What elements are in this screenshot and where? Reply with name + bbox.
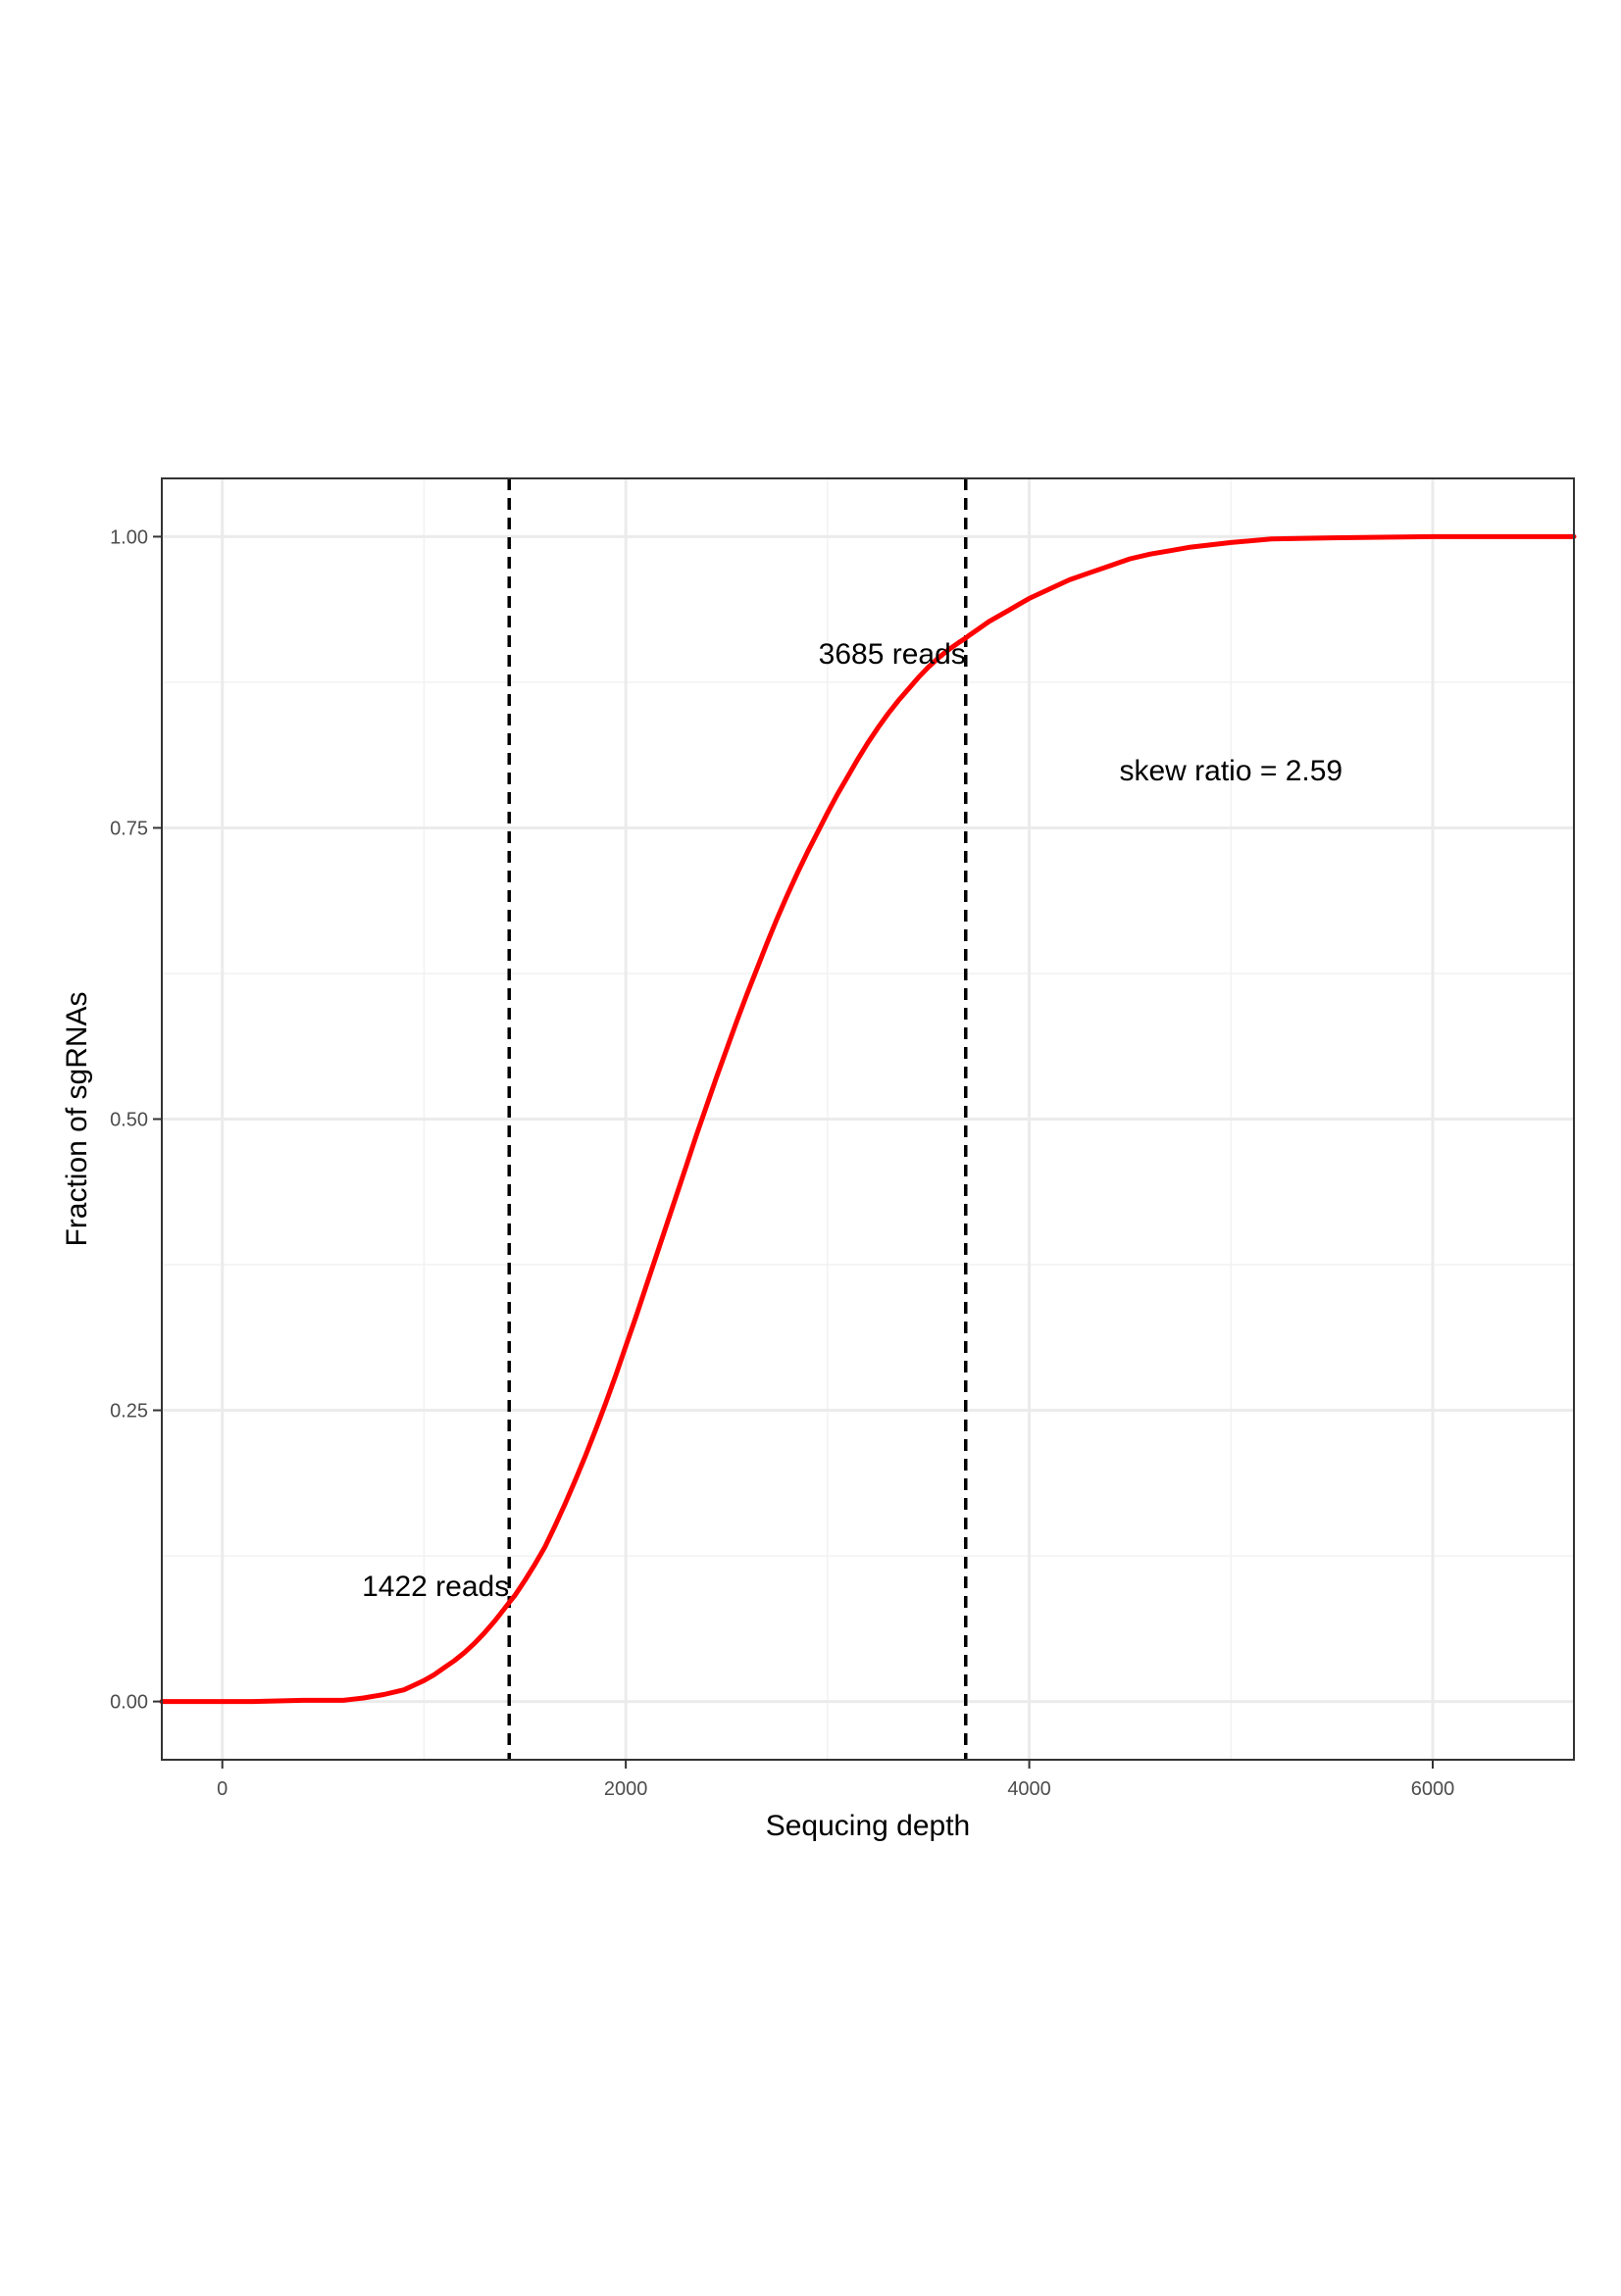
grid-layer	[162, 478, 1574, 1760]
x-tick-label: 0	[217, 1778, 228, 1800]
annotation-label: 3685 reads	[819, 638, 966, 671]
series-line	[159, 533, 1577, 1705]
y-tick-label: 0.00	[110, 1692, 148, 1714]
y-tick-label: 1.00	[110, 526, 148, 548]
vline-layer	[507, 478, 968, 1760]
y-tick-label: 0.25	[110, 1401, 148, 1423]
annotation-layer: 1422 reads 3685 reads skew ratio = 2.59	[362, 638, 1342, 1603]
x-tick-label: 4000	[1007, 1778, 1051, 1800]
x-axis-title: Sequcing depth	[766, 1810, 971, 1842]
annotation-label: skew ratio = 2.59	[1119, 755, 1342, 787]
y-tick-label: 0.75	[110, 818, 148, 839]
series-layer	[159, 533, 1577, 1705]
axis-layer: 0 2000 4000 6000 0.00 0.25 0.50 0.75 1.00	[110, 526, 1454, 1800]
annotation-label: 1422 reads	[362, 1571, 509, 1603]
y-axis-title: Fraction of sgRNAs	[61, 991, 93, 1246]
x-tick-label: 6000	[1411, 1778, 1455, 1800]
y-tick-label: 0.50	[110, 1110, 148, 1131]
x-tick-label: 2000	[604, 1778, 648, 1800]
